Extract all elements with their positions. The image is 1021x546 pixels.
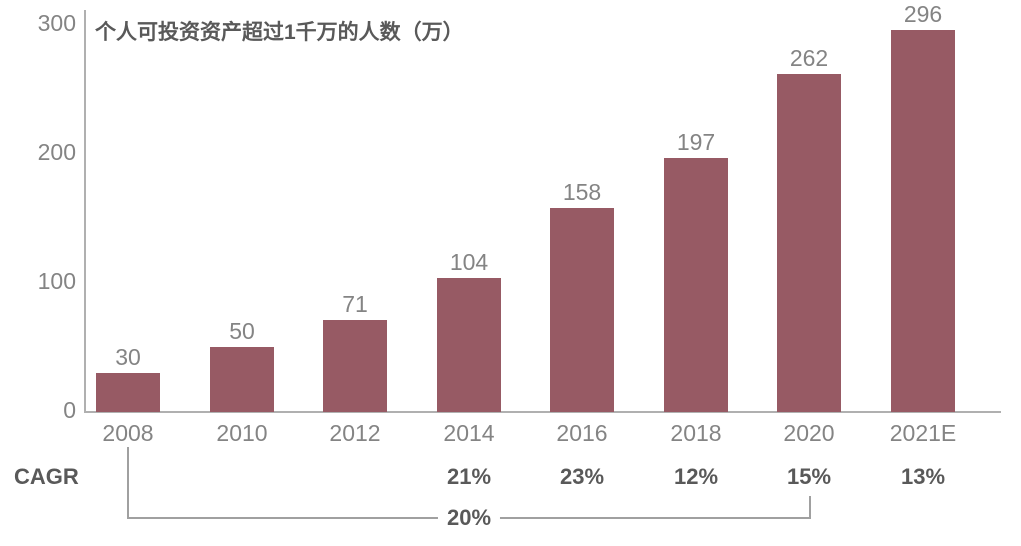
bar-value-label-2016: 158 <box>562 179 602 205</box>
bar-2021E <box>891 30 955 412</box>
y-tick-label-200: 200 <box>37 139 76 165</box>
x-axis-label-2018: 2018 <box>670 420 722 446</box>
x-axis-label-2020: 2020 <box>783 420 835 446</box>
bar-2018 <box>664 158 728 412</box>
bar-value-label-2021E: 296 <box>903 1 943 27</box>
bar-2020 <box>777 74 841 412</box>
bar-2016 <box>550 208 614 412</box>
x-axis-label-2008: 2008 <box>102 420 154 446</box>
cagr-value-2021E: 13% <box>900 464 946 489</box>
y-axis-line <box>84 10 86 413</box>
bar-value-label-2010: 50 <box>229 318 255 344</box>
bar-value-label-2008: 30 <box>115 344 141 370</box>
cagr-value-2016: 23% <box>559 464 605 489</box>
x-axis-label-2016: 2016 <box>556 420 608 446</box>
x-axis-line <box>84 411 1001 413</box>
cagr-value-2018: 12% <box>673 464 719 489</box>
cagr-bracket-tick-right <box>809 496 811 519</box>
y-tick-label-300: 300 <box>37 10 76 36</box>
cagr-bracket-label: 20% <box>437 505 501 530</box>
bar-2012 <box>323 320 387 412</box>
x-axis-label-2014: 2014 <box>443 420 495 446</box>
cagr-value-2020: 15% <box>786 464 832 489</box>
bar-2014 <box>437 278 501 412</box>
y-tick-label-100: 100 <box>37 268 76 294</box>
cagr-row-label: CAGR <box>14 464 79 489</box>
cagr-bracket-tick-left <box>127 447 129 519</box>
x-axis-label-2012: 2012 <box>329 420 381 446</box>
bar-value-label-2020: 262 <box>789 45 829 71</box>
x-axis-label-2021E: 2021E <box>889 420 957 446</box>
cagr-value-2014: 21% <box>446 464 492 489</box>
bar-2008 <box>96 373 160 412</box>
chart-title: 个人可投资资产超过1千万的人数（万） <box>95 21 464 44</box>
x-axis-label-2010: 2010 <box>216 420 268 446</box>
bar-value-label-2014: 104 <box>449 249 489 275</box>
bar-2010 <box>210 347 274 412</box>
bar-value-label-2012: 71 <box>342 291 368 317</box>
bar-value-label-2018: 197 <box>676 129 716 155</box>
y-tick-label-0: 0 <box>63 397 76 423</box>
